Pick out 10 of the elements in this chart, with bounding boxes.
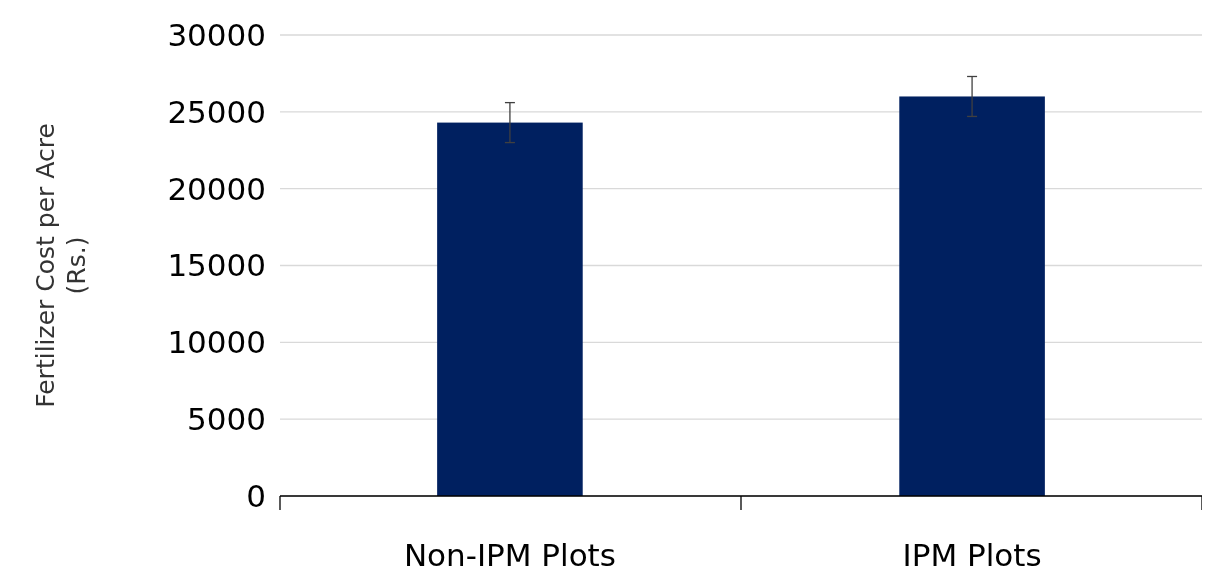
y-tick-label: 10000 [167, 324, 266, 361]
y-tick-label: 15000 [167, 247, 266, 284]
y-tick-label: 20000 [167, 170, 266, 207]
y-tick-label: 0 [246, 477, 266, 514]
x-tick-label: Non-IPM Plots [403, 537, 616, 573]
y-tick-label: 25000 [167, 93, 266, 130]
y-axis-title: Fertilizer Cost per Acre (Rs.) [30, 123, 91, 408]
x-tick-label: IPM Plots [902, 537, 1042, 573]
y-tick-label: 5000 [187, 401, 266, 438]
y-tick-label: 30000 [167, 16, 266, 53]
